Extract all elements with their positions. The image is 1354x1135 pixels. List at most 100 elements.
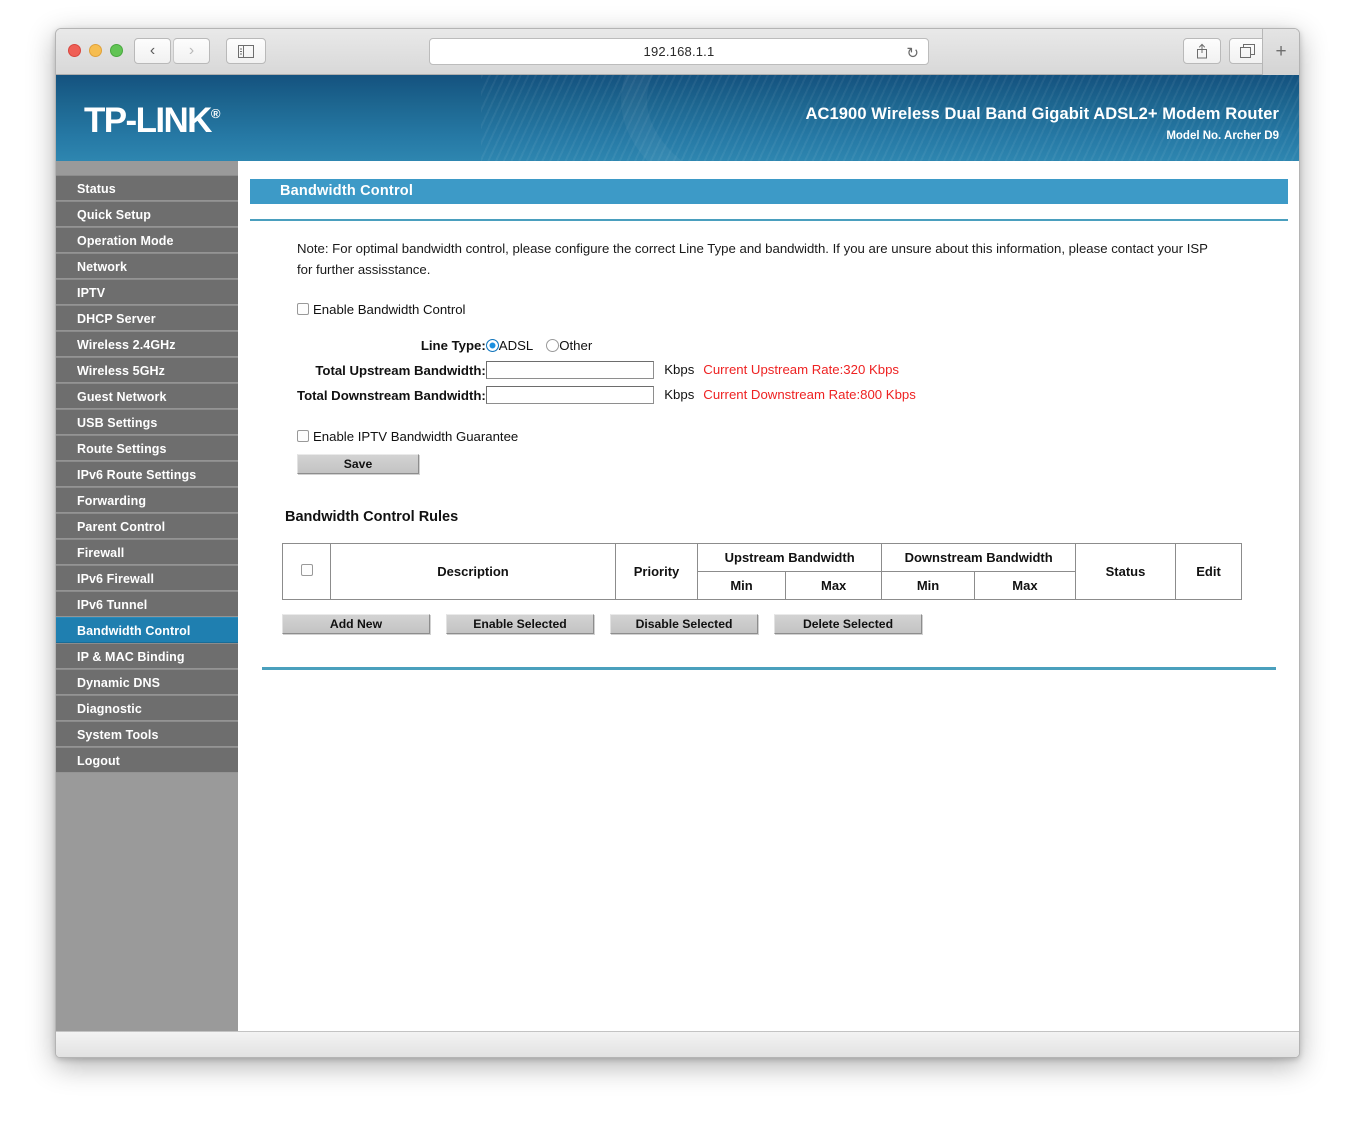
minimize-window-button[interactable]	[89, 44, 102, 57]
sidebar-item-label: DHCP Server	[77, 312, 156, 326]
sidebar-item-ipv6-route-settings[interactable]: IPv6 Route Settings	[56, 461, 238, 487]
bandwidth-fields-table: Line Type: ADSL Other Total Upstream Band…	[297, 333, 916, 408]
line-type-row: Line Type: ADSL Other	[297, 333, 916, 358]
sidebar-item-label: Wireless 5GHz	[77, 364, 166, 378]
sidebar-item-dynamic-dns[interactable]: Dynamic DNS	[56, 669, 238, 695]
sidebar-top-strip	[56, 161, 238, 175]
add-new-button[interactable]: Add New	[282, 613, 430, 634]
rules-table-head: Description Priority Upstream Bandwidth …	[282, 542, 1242, 600]
column-edit: Edit	[1175, 542, 1242, 600]
column-description: Description	[330, 542, 616, 600]
column-downstream-bandwidth: Downstream Bandwidth	[881, 542, 1076, 572]
enable-iptv-guarantee-checkbox[interactable]	[297, 430, 309, 443]
sidebar-item-label: Wireless 2.4GHz	[77, 338, 176, 352]
sidebar-item-dhcp-server[interactable]: DHCP Server	[56, 305, 238, 331]
sidebar-item-label: Quick Setup	[77, 208, 152, 222]
current-upstream-rate: Current Upstream Rate:320 Kbps	[703, 362, 900, 378]
sidebar-item-diagnostic[interactable]: Diagnostic	[56, 695, 238, 721]
sidebar-item-usb-settings[interactable]: USB Settings	[56, 409, 238, 435]
line-type-adsl-radio[interactable]	[485, 338, 499, 352]
window-traffic-lights	[68, 44, 123, 57]
sidebar-item-network[interactable]: Network	[56, 253, 238, 279]
column-priority: Priority	[615, 542, 698, 600]
sidebar-item-label: Dynamic DNS	[77, 676, 161, 690]
reload-icon[interactable]: ↻	[906, 45, 919, 62]
sidebar-item-label: Bandwidth Control	[77, 624, 191, 638]
window-bottom-bar	[56, 1031, 1299, 1057]
enable-iptv-guarantee-label: Enable IPTV Bandwidth Guarantee	[313, 428, 519, 444]
sidebar-item-bandwidth-control[interactable]: Bandwidth Control	[56, 617, 238, 643]
address-bar[interactable]: 192.168.1.1 ↻	[429, 38, 929, 65]
new-tab-button[interactable]: +	[1262, 29, 1299, 75]
product-title: AC1900 Wireless Dual Band Gigabit ADSL2+…	[805, 105, 1279, 123]
sidebar-item-label: Route Settings	[77, 442, 167, 456]
share-button[interactable]	[1183, 38, 1221, 64]
sidebar-item-quick-setup[interactable]: Quick Setup	[56, 201, 238, 227]
upstream-bandwidth-label: Total Upstream Bandwidth:	[315, 362, 486, 378]
downstream-bandwidth-input[interactable]	[485, 386, 654, 405]
router-admin-page: TP-LINK® AC1900 Wireless Dual Band Gigab…	[56, 75, 1299, 1033]
sidebar-item-label: USB Settings	[77, 416, 158, 430]
tp-link-logo: TP-LINK®	[84, 101, 220, 141]
sidebar-item-ip-mac-binding[interactable]: IP & MAC Binding	[56, 643, 238, 669]
sidebar-item-ipv6-tunnel[interactable]: IPv6 Tunnel	[56, 591, 238, 617]
sidebar-item-label: IPv6 Route Settings	[77, 468, 197, 482]
rules-header-row-2: Min Max Min Max	[283, 570, 1242, 600]
sidebar-item-parent-control[interactable]: Parent Control	[56, 513, 238, 539]
back-button[interactable]: ‹	[134, 38, 171, 64]
sidebar-item-logout[interactable]: Logout	[56, 747, 238, 773]
registered-mark-icon: ®	[210, 106, 221, 121]
line-type-label: Line Type:	[420, 337, 486, 353]
column-status: Status	[1075, 542, 1176, 600]
browser-viewport: TP-LINK® AC1900 Wireless Dual Band Gigab…	[56, 75, 1299, 1033]
product-identity: AC1900 Wireless Dual Band Gigabit ADSL2+…	[805, 105, 1279, 142]
sidebar-item-label: IPv6 Tunnel	[77, 598, 148, 612]
sidebar-item-system-tools[interactable]: System Tools	[56, 721, 238, 747]
sidebar-item-operation-mode[interactable]: Operation Mode	[56, 227, 238, 253]
forward-button[interactable]: ›	[173, 38, 210, 64]
enable-bandwidth-control-checkbox[interactable]	[297, 303, 309, 316]
enable-iptv-guarantee-row[interactable]: Enable IPTV Bandwidth Guarantee	[297, 429, 1288, 444]
upstream-bandwidth-input[interactable]	[485, 361, 654, 380]
rules-section-title: Bandwidth Control Rules	[285, 508, 459, 525]
sidebar-item-iptv[interactable]: IPTV	[56, 279, 238, 305]
sidebar-item-forwarding[interactable]: Forwarding	[56, 487, 238, 513]
sidebar-item-label: Firewall	[77, 546, 125, 560]
save-button[interactable]: Save	[297, 453, 419, 474]
bandwidth-settings-form: Note: For optimal bandwidth control, ple…	[250, 238, 1288, 474]
sidebar-menu: Status Quick Setup Operation Mode Network IP…	[56, 175, 238, 773]
line-type-other-radio[interactable]	[546, 338, 560, 352]
sidebar-item-label: Forwarding	[77, 494, 147, 508]
sidebar-item-label: Logout	[77, 754, 120, 768]
page-body: Status Quick Setup Operation Mode Network IP…	[56, 161, 1299, 1033]
sidebar-item-wireless-2-4ghz[interactable]: Wireless 2.4GHz	[56, 331, 238, 357]
sidebar-item-guest-network[interactable]: Guest Network	[56, 383, 238, 409]
upstream-bandwidth-unit: Kbps	[664, 362, 695, 378]
sidebar-item-ipv6-firewall[interactable]: IPv6 Firewall	[56, 565, 238, 591]
sidebar-item-status[interactable]: Status	[56, 175, 238, 201]
page-title: Bandwidth Control	[250, 179, 1288, 204]
select-all-checkbox[interactable]	[300, 563, 313, 576]
close-window-button[interactable]	[68, 44, 81, 57]
sidebar-item-wireless-5ghz[interactable]: Wireless 5GHz	[56, 357, 238, 383]
column-upstream-min: Min	[696, 570, 787, 600]
browser-window: ‹ › 192.168.1.1 ↻	[55, 28, 1300, 1058]
chevron-left-icon: ‹	[149, 42, 156, 59]
browser-titlebar: ‹ › 192.168.1.1 ↻	[56, 29, 1299, 75]
select-all-cell[interactable]	[282, 542, 331, 600]
maximize-window-button[interactable]	[110, 44, 123, 57]
sidebar-item-firewall[interactable]: Firewall	[56, 539, 238, 565]
share-icon	[1197, 43, 1207, 59]
disable-selected-button[interactable]: Disable Selected	[610, 613, 758, 634]
delete-selected-button[interactable]: Delete Selected	[774, 613, 922, 634]
enable-selected-button[interactable]: Enable Selected	[446, 613, 594, 634]
title-divider	[250, 219, 1288, 221]
sidebar-item-label: IPTV	[77, 286, 106, 300]
sidebar-item-route-settings[interactable]: Route Settings	[56, 435, 238, 461]
sidebar-item-label: IP & MAC Binding	[77, 650, 185, 664]
downstream-bandwidth-row: Total Downstream Bandwidth: Kbps Current…	[297, 383, 916, 408]
enable-bandwidth-control-row[interactable]: Enable Bandwidth Control	[297, 302, 1288, 317]
rules-action-buttons: Add New Enable Selected Disable Selected De…	[282, 613, 1288, 634]
current-downstream-rate: Current Downstream Rate:800 Kbps	[703, 387, 916, 403]
sidebar-toggle-button[interactable]	[226, 38, 266, 64]
